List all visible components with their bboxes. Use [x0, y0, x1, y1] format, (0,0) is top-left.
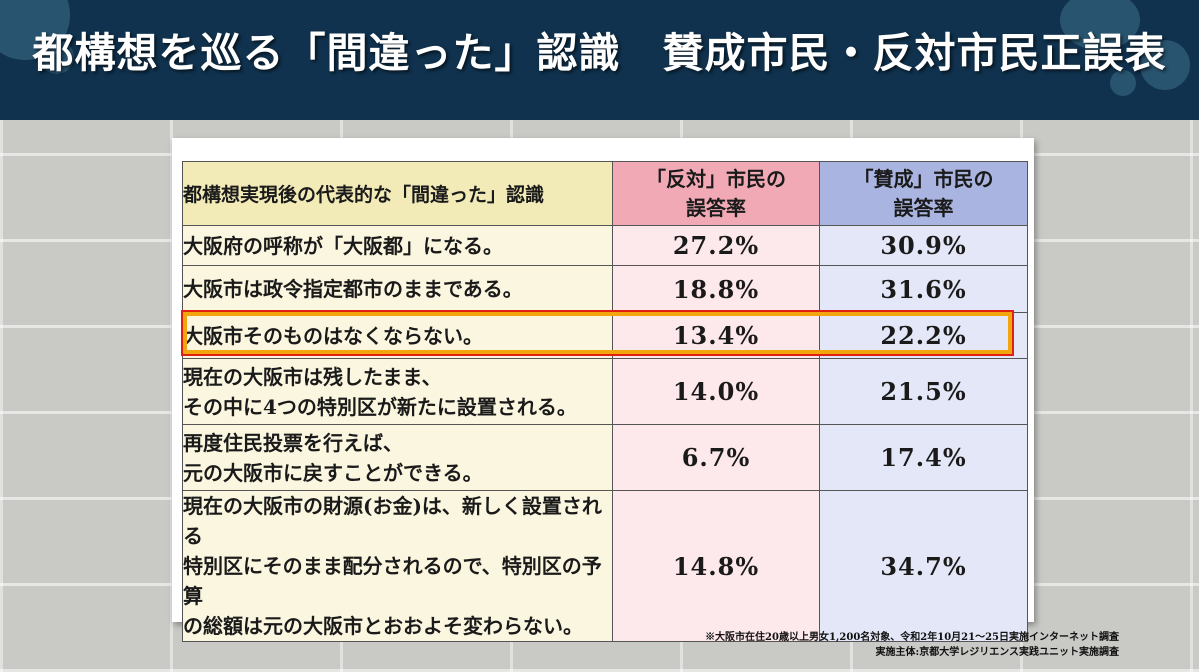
- error-rate-table: 都構想実現後の代表的な「間違った」認識 「反対」市民の 誤答率 「賛成」市民の …: [182, 161, 1028, 642]
- decorative-blob: [40, 40, 74, 74]
- oppose-header-line1: 「反対」市民の: [646, 166, 786, 191]
- support-column-header: 「賛成」市民の 誤答率: [819, 161, 1028, 226]
- statement-cell: 再度住民投票を行えば、 元の大阪市に戻すことができる。: [182, 424, 613, 491]
- comparison-panel: 都構想実現後の代表的な「間違った」認識 「反対」市民の 誤答率 「賛成」市民の …: [172, 138, 1034, 642]
- statement-line: 現在の大阪市の財源(お金)は、新しく設置される: [183, 494, 602, 548]
- oppose-rate-cell: 27.2%: [612, 225, 820, 266]
- statement-line: その中に4つの特別区が新たに設置される。: [183, 394, 577, 419]
- statement-cell: 現在の大阪市は残したまま、 その中に4つの特別区が新たに設置される。: [182, 358, 613, 425]
- decorative-blob: [1060, 0, 1140, 50]
- support-rate-cell: 17.4%: [819, 424, 1028, 491]
- statement-cell: 大阪市そのものはなくならない。: [182, 312, 613, 359]
- table-row: 現在の大阪市の財源(お金)は、新しく設置される 特別区にそのまま配分されるので、…: [182, 490, 1028, 642]
- oppose-rate-cell: 14.0%: [612, 358, 820, 425]
- statement-line: 元の大阪市に戻すことができる。: [183, 460, 483, 485]
- table-row: 現在の大阪市は残したまま、 その中に4つの特別区が新たに設置される。 14.0%…: [182, 358, 1028, 425]
- statement-cell: 大阪府の呼称が「大阪都」になる。: [182, 225, 613, 266]
- statement-line: 大阪府の呼称が「大阪都」になる。: [183, 233, 503, 258]
- oppose-rate-cell: 14.8%: [612, 490, 820, 642]
- table-row: 大阪府の呼称が「大阪都」になる。 27.2% 30.9%: [182, 225, 1028, 266]
- survey-source: 実施主体:京都大学レジリエンス実践ユニット実施調査: [875, 647, 1120, 658]
- table-header-row: 都構想実現後の代表的な「間違った」認識 「反対」市民の 誤答率 「賛成」市民の …: [182, 161, 1028, 226]
- oppose-rate-cell: 6.7%: [612, 424, 820, 491]
- table-row: 再度住民投票を行えば、 元の大阪市に戻すことができる。 6.7% 17.4%: [182, 424, 1028, 491]
- statement-line: 再度住民投票を行えば、: [183, 430, 403, 455]
- support-rate-cell: 21.5%: [819, 358, 1028, 425]
- support-rate-cell: 30.9%: [819, 225, 1028, 266]
- page-title: 都構想を巡る「間違った」認識 賛成市民・反対市民正誤表: [32, 29, 1167, 77]
- table-row: 大阪市は政令指定都市のままである。 18.8% 31.6%: [182, 265, 1028, 313]
- table-row-highlighted: 大阪市そのものはなくならない。 13.4% 22.2%: [182, 312, 1028, 359]
- statement-cell: 大阪市は政令指定都市のままである。: [182, 265, 613, 313]
- statement-line: 大阪市は政令指定都市のままである。: [183, 277, 523, 301]
- support-header-line1: 「賛成」市民の: [853, 166, 994, 191]
- statement-column-header: 都構想実現後の代表的な「間違った」認識: [182, 161, 613, 226]
- statement-line: 大阪市そのものはなくならない。: [183, 323, 483, 348]
- statement-line: の総額は元の大阪市とおおよそ変わらない。: [183, 614, 583, 638]
- oppose-rate-cell: 13.4%: [612, 312, 820, 359]
- statement-cell: 現在の大阪市の財源(お金)は、新しく設置される 特別区にそのまま配分されるので、…: [182, 490, 613, 642]
- oppose-header-line2: 誤答率: [686, 195, 746, 220]
- support-header-line2: 誤答率: [893, 195, 954, 220]
- support-rate-cell: 22.2%: [819, 312, 1028, 359]
- survey-footnote: ※大阪市在住20歳以上男女1,200名対象、令和2年10月21〜25日実施インタ…: [705, 632, 1119, 643]
- support-rate-cell: 34.7%: [819, 490, 1028, 642]
- oppose-column-header: 「反対」市民の 誤答率: [612, 161, 820, 226]
- decorative-blob: [1110, 70, 1136, 96]
- title-banner: 都構想を巡る「間違った」認識 賛成市民・反対市民正誤表: [0, 0, 1199, 120]
- statement-line: 現在の大阪市は残したまま、: [183, 364, 442, 389]
- support-rate-cell: 31.6%: [819, 265, 1028, 313]
- decorative-blob: [1140, 40, 1190, 90]
- oppose-rate-cell: 18.8%: [612, 265, 820, 313]
- statement-line: 特別区にそのまま配分されるので、特別区の予算: [183, 554, 602, 608]
